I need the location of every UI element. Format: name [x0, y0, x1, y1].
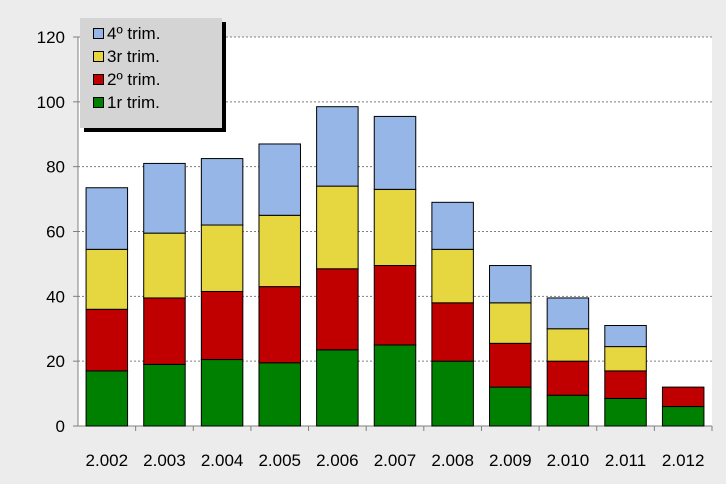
- bar-segment: [604, 397, 647, 427]
- bar-segment: [546, 360, 590, 396]
- x-tick-label: 2.011: [605, 451, 646, 470]
- bar-segment: [373, 265, 417, 346]
- x-tick-label: 2.008: [431, 451, 474, 470]
- bar-segment: [316, 349, 359, 427]
- bar-segment: [258, 362, 301, 427]
- bar-segment: [431, 360, 474, 427]
- bar-segment: [373, 344, 417, 427]
- bar-segment: [85, 308, 129, 372]
- bar-segment: [85, 370, 129, 427]
- legend-label: 2º trim.: [107, 69, 161, 89]
- legend-item: 4º trim.: [80, 22, 222, 45]
- y-tick-label: 0: [56, 417, 65, 436]
- legend-label: 1r trim.: [107, 92, 160, 112]
- bar-segment: [200, 290, 244, 361]
- x-tick-label: 2.002: [86, 451, 129, 470]
- x-tick-label: 2.009: [489, 451, 532, 470]
- x-tick-label: 2.003: [143, 451, 186, 470]
- bar-segment: [489, 302, 532, 344]
- x-tick-label: 2.007: [374, 451, 417, 470]
- bar-segment: [431, 302, 474, 362]
- bar-segment: [546, 297, 590, 330]
- x-tick-label: 2.010: [547, 451, 590, 470]
- bar-segment: [604, 370, 647, 399]
- y-tick-label: 20: [46, 352, 65, 371]
- bar-segment: [200, 158, 244, 226]
- legend-label: 4º trim.: [107, 23, 161, 43]
- bar-segment: [661, 386, 705, 408]
- legend-item: 2º trim.: [80, 68, 222, 91]
- bar-segment: [143, 363, 186, 427]
- legend-label: 3r trim.: [107, 46, 160, 66]
- bar-segment: [85, 248, 129, 310]
- bar-segment: [316, 106, 359, 187]
- bar-segment: [373, 188, 417, 267]
- bar-segment: [316, 185, 359, 270]
- bar-segment: [143, 297, 186, 365]
- legend-swatch: [93, 28, 104, 39]
- x-tick-label: 2.004: [201, 451, 244, 470]
- bar-segment: [661, 406, 705, 427]
- bar-segment: [604, 325, 647, 348]
- y-tick-label: 100: [37, 93, 65, 112]
- bar-segment: [489, 265, 532, 304]
- x-tick-label: 2.006: [316, 451, 359, 470]
- bar-segment: [489, 342, 532, 388]
- bar-segment: [431, 248, 474, 304]
- x-tick-label: 2.005: [258, 451, 301, 470]
- bar-segment: [373, 115, 417, 190]
- bar-segment: [200, 359, 244, 427]
- bar-segment: [316, 268, 359, 351]
- legend-item: 1r trim.: [80, 91, 222, 114]
- bar-segment: [546, 394, 590, 427]
- bar-segment: [143, 232, 186, 299]
- legend-swatch: [93, 97, 104, 108]
- y-tick-label: 60: [46, 223, 65, 242]
- chart-legend: 4º trim. 3r trim. 2º trim. 1r trim.: [80, 18, 222, 128]
- bar-segment: [258, 143, 301, 216]
- y-tick-label: 80: [46, 158, 65, 177]
- x-tick-label: 2.012: [662, 451, 705, 470]
- bar-segment: [258, 214, 301, 288]
- bar-segment: [200, 224, 244, 292]
- bar-segment: [258, 286, 301, 364]
- bar-segment: [489, 386, 532, 427]
- bar-segment: [85, 187, 129, 250]
- legend-item: 3r trim.: [80, 45, 222, 68]
- legend-swatch: [93, 74, 104, 85]
- y-tick-label: 120: [37, 28, 65, 47]
- y-tick-label: 40: [46, 287, 65, 306]
- bar-segment: [546, 328, 590, 362]
- bar-segment: [143, 162, 186, 234]
- legend-swatch: [93, 51, 104, 62]
- bar-segment: [604, 346, 647, 372]
- bar-segment: [431, 201, 474, 250]
